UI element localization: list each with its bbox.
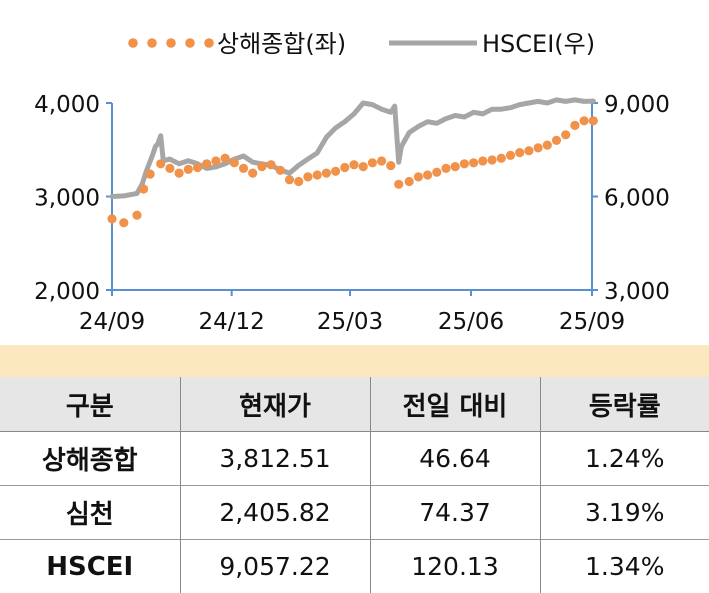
shanghai-point xyxy=(184,165,193,174)
row-price: 9,057.22 xyxy=(180,540,370,593)
legend-label: 상해종합(좌) xyxy=(217,30,346,58)
shanghai-point xyxy=(460,159,469,168)
shanghai-point xyxy=(285,175,294,184)
x-tick-label: 25/06 xyxy=(438,309,504,335)
shanghai-point xyxy=(377,156,386,165)
shanghai-point xyxy=(349,160,358,169)
table-row: 상해종합 3,812.51 46.64 1.24% xyxy=(0,432,709,486)
quote-table: 구분 현재가 전일 대비 등락률 상해종합 3,812.51 46.64 1.2… xyxy=(0,377,709,593)
shanghai-point xyxy=(423,170,432,179)
shanghai-point xyxy=(230,158,239,167)
shanghai-point xyxy=(248,169,257,178)
x-tick-label: 24/12 xyxy=(199,309,265,335)
x-tick-label: 25/03 xyxy=(317,309,383,335)
row-rate: 3.19% xyxy=(540,486,709,540)
shanghai-point xyxy=(202,159,211,168)
shanghai-point xyxy=(414,172,423,181)
row-rate: 1.24% xyxy=(540,432,709,486)
shanghai-point xyxy=(175,169,184,178)
legend-marker-dot xyxy=(128,38,138,48)
shanghai-point xyxy=(394,180,403,189)
hscei-series-line xyxy=(112,100,593,197)
x-tick-label: 25/09 xyxy=(559,309,625,335)
shanghai-point xyxy=(478,156,487,165)
shanghai-point xyxy=(119,218,128,227)
shanghai-point xyxy=(497,154,506,163)
left-y-tick-label: 3,000 xyxy=(34,186,100,212)
row-price: 2,405.82 xyxy=(180,486,370,540)
table-row: 심천 2,405.82 74.37 3.19% xyxy=(0,486,709,540)
shanghai-point xyxy=(340,163,349,172)
shanghai-point xyxy=(139,184,148,193)
header-category: 구분 xyxy=(0,377,180,432)
row-name: 심천 xyxy=(0,486,180,540)
shanghai-point xyxy=(524,146,533,155)
shanghai-point xyxy=(515,148,524,157)
legend-marker-dot xyxy=(166,38,176,48)
table-row: HSCEI 9,057.22 120.13 1.34% xyxy=(0,540,709,593)
shanghai-point xyxy=(580,116,589,125)
row-change: 120.13 xyxy=(370,540,540,593)
shanghai-point xyxy=(359,162,368,171)
chart-area: 상해종합(좌) HSCEI(우) 2,000 3,000 4,000 3,000 6,00… xyxy=(0,0,709,345)
shanghai-point xyxy=(405,177,414,186)
shanghai-point xyxy=(386,161,395,170)
shanghai-point xyxy=(432,168,441,177)
shanghai-point xyxy=(469,158,478,167)
shanghai-point xyxy=(322,169,331,178)
left-y-tick-label: 2,000 xyxy=(34,279,100,305)
shanghai-point xyxy=(239,164,248,173)
shanghai-point xyxy=(294,177,303,186)
shanghai-point xyxy=(257,162,266,171)
row-change: 46.64 xyxy=(370,432,540,486)
right-y-tick-label: 3,000 xyxy=(604,279,670,305)
chart-series xyxy=(107,100,598,227)
right-y-tick-label: 9,000 xyxy=(604,92,670,118)
shanghai-point xyxy=(211,156,220,165)
row-rate: 1.34% xyxy=(540,540,709,593)
header-change: 전일 대비 xyxy=(370,377,540,432)
shanghai-point xyxy=(132,211,141,220)
shanghai-point xyxy=(313,170,322,179)
shanghai-point xyxy=(107,214,116,223)
shanghai-point xyxy=(146,170,155,179)
shanghai-point xyxy=(303,172,312,181)
shanghai-point xyxy=(193,163,202,172)
row-price: 3,812.51 xyxy=(180,432,370,486)
legend-marker-dot xyxy=(147,38,157,48)
shanghai-point xyxy=(570,121,579,130)
shanghai-point xyxy=(221,154,230,163)
shanghai-point xyxy=(534,143,543,152)
x-tick-label: 24/09 xyxy=(79,309,145,335)
left-y-tick-label: 4,000 xyxy=(34,92,100,118)
shanghai-point xyxy=(451,162,460,171)
header-price: 현재가 xyxy=(180,377,370,432)
shanghai-point xyxy=(488,155,497,164)
index-table: 구분 현재가 전일 대비 등락률 상해종합 3,812.51 46.64 1.2… xyxy=(0,377,709,592)
line-chart: 상해종합(좌) HSCEI(우) 2,000 3,000 4,000 3,000 6,00… xyxy=(0,0,709,345)
row-change: 74.37 xyxy=(370,486,540,540)
table-header-row: 구분 현재가 전일 대비 등락률 xyxy=(0,377,709,432)
chart-legend: 상해종합(좌) HSCEI(우) xyxy=(128,30,595,58)
shanghai-point xyxy=(561,130,570,139)
shanghai-point xyxy=(441,164,450,173)
shanghai-point xyxy=(543,141,552,150)
shanghai-point xyxy=(552,136,561,145)
right-y-tick-label: 6,000 xyxy=(604,186,670,212)
shanghai-point xyxy=(331,167,340,176)
row-name: HSCEI xyxy=(0,540,180,593)
row-name: 상해종합 xyxy=(0,432,180,486)
shanghai-point xyxy=(276,166,285,175)
shanghai-point xyxy=(368,158,377,167)
legend-marker-dot xyxy=(185,38,195,48)
legend-label: HSCEI(우) xyxy=(482,30,595,58)
legend-marker-dot xyxy=(204,38,214,48)
shanghai-point xyxy=(506,151,515,160)
header-rate: 등락률 xyxy=(540,377,709,432)
shanghai-point xyxy=(589,116,598,125)
shanghai-point xyxy=(267,160,276,169)
shanghai-point xyxy=(165,164,174,173)
separator-band xyxy=(0,345,709,377)
shanghai-point xyxy=(156,159,165,168)
